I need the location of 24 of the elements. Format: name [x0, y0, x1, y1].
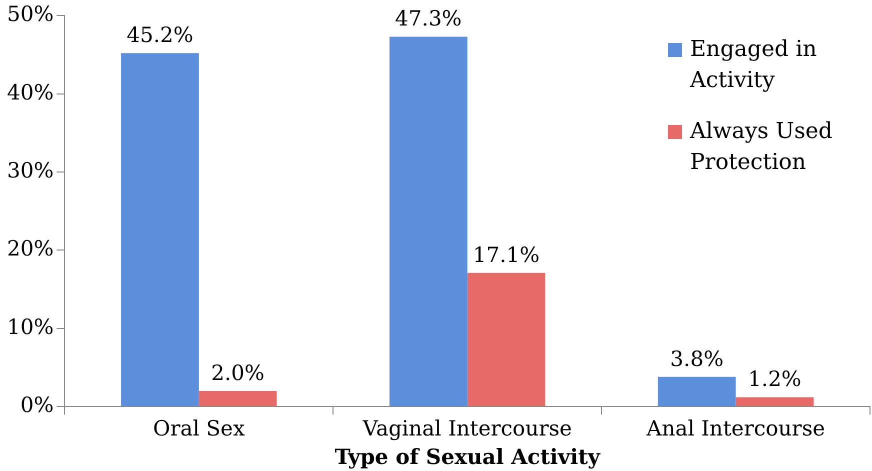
y-tick-label: 10%	[6, 314, 54, 339]
x-tick-label: Anal Intercourse	[646, 416, 826, 441]
data-label: 47.3%	[395, 6, 462, 31]
x-tick-label: Oral Sex	[152, 416, 245, 441]
y-tick-label: 0%	[20, 393, 54, 418]
data-label: 45.2%	[126, 23, 194, 48]
bar	[121, 53, 199, 406]
x-axis-title: Type of Sexual Activity	[334, 444, 601, 469]
data-label: 17.1%	[472, 242, 540, 267]
bar	[389, 36, 468, 406]
y-tick-label: 40%	[6, 80, 54, 104]
y-tick-label: 50%	[6, 2, 54, 26]
bar	[198, 390, 277, 406]
data-label: 2.0%	[211, 360, 264, 385]
legend-label: Engaged in Activity	[690, 36, 818, 95]
y-tick-label: 30%	[6, 158, 54, 182]
data-label: 3.8%	[670, 346, 724, 371]
y-tick-label: 20%	[6, 236, 54, 261]
bar	[467, 272, 546, 406]
bar	[658, 376, 736, 406]
x-tick-label: Vaginal Intercourse	[362, 416, 572, 441]
data-label: 1.2%	[748, 367, 802, 392]
bar	[736, 397, 814, 406]
legend-label: Always Used Protection	[690, 118, 834, 177]
